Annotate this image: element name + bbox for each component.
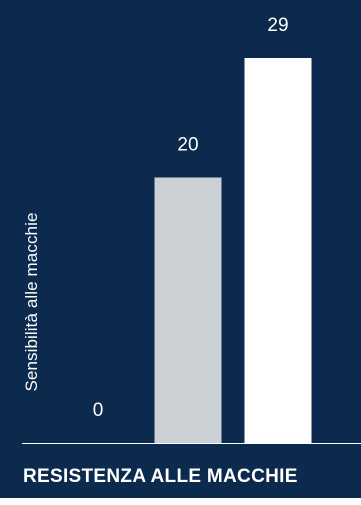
bar-2 <box>244 58 312 443</box>
bar-1 <box>154 177 222 443</box>
bar-value-label-1: 20 <box>177 134 198 155</box>
bar-value-label-2: 29 <box>267 15 288 36</box>
y-axis-title: Sensibilità alle macchie <box>22 212 41 392</box>
x-axis-title: RESISTENZA ALLE MACCHIE <box>23 466 298 487</box>
bar-value-label-0: 0 <box>93 400 104 421</box>
bars-group: 0 20 29 <box>93 15 312 443</box>
